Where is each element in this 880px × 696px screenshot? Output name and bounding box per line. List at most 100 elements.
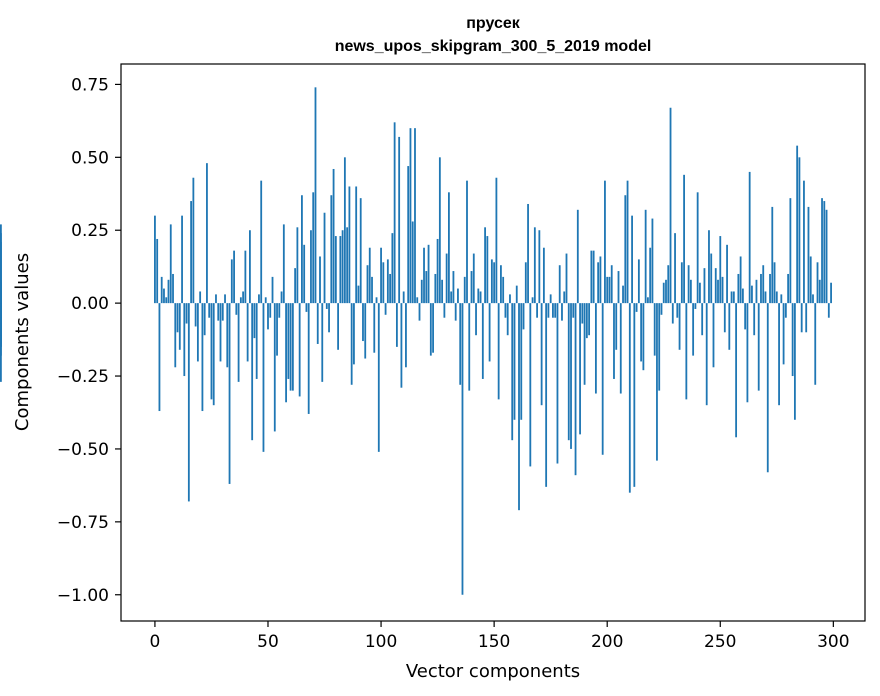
bar: [540, 303, 543, 406]
bar: [255, 303, 258, 379]
bar: [438, 157, 441, 304]
bar: [226, 303, 229, 368]
bar: [524, 262, 527, 304]
bar: [375, 297, 378, 304]
bar: [339, 236, 342, 304]
bar: [269, 303, 272, 318]
y-tick-label: −0.75: [57, 513, 109, 533]
bar: [778, 303, 780, 406]
x-tick-label: 0: [150, 632, 161, 652]
bar: [809, 256, 812, 304]
bar: [515, 285, 518, 304]
bar: [350, 303, 353, 385]
bar: [230, 259, 233, 304]
bar: [495, 177, 498, 304]
bar: [771, 206, 774, 304]
bar: [384, 303, 387, 315]
bar: [409, 128, 412, 304]
bar: [658, 303, 661, 391]
bar: [301, 195, 303, 304]
bar: [556, 303, 559, 464]
bar: [565, 253, 568, 304]
bar: [436, 238, 439, 304]
bar: [475, 303, 477, 336]
bar: [377, 303, 380, 452]
bar: [624, 195, 627, 304]
bar: [289, 303, 292, 391]
bar: [414, 128, 416, 304]
bar: [427, 244, 430, 304]
bar: [479, 291, 482, 304]
bar: [669, 107, 672, 304]
bar: [604, 180, 606, 304]
bar: [606, 276, 609, 304]
bar: [194, 303, 197, 327]
bar: [552, 303, 554, 318]
bar: [341, 230, 344, 304]
bar: [628, 303, 631, 493]
bar: [757, 303, 760, 391]
bar: [160, 276, 163, 304]
bar: [574, 303, 577, 476]
bar: [502, 276, 505, 304]
bar: [542, 247, 545, 304]
bar: [728, 303, 731, 350]
bar: [615, 303, 618, 350]
bar: [796, 145, 799, 304]
bar: [386, 259, 389, 304]
bar: [294, 268, 297, 304]
bar: [665, 279, 667, 304]
bar: [303, 244, 306, 304]
bar: [583, 303, 586, 385]
bar: [787, 273, 790, 304]
bar: [343, 157, 346, 304]
bar: [500, 265, 502, 304]
bar: [391, 233, 394, 304]
bar: [158, 303, 161, 412]
bar: [334, 236, 337, 304]
bar: [683, 174, 685, 304]
bar: [549, 294, 552, 304]
bar: [296, 227, 299, 304]
bar: [766, 303, 769, 473]
bar: [572, 303, 575, 318]
bar: [504, 303, 507, 318]
bar: [561, 303, 563, 321]
y-tick-label: 0.00: [71, 294, 109, 314]
bar: [830, 282, 832, 304]
bar: [617, 271, 620, 304]
bar: [622, 285, 624, 304]
bar: [228, 303, 231, 484]
bar: [488, 303, 491, 362]
bar: [468, 303, 471, 391]
chart-title: прусек: [466, 15, 521, 32]
x-tick-label: 50: [257, 632, 279, 652]
bar: [0, 303, 2, 312]
bar: [533, 227, 536, 304]
bar: [744, 303, 747, 330]
bar: [176, 303, 179, 333]
bar: [273, 303, 276, 432]
bar: [653, 303, 656, 356]
bar: [472, 253, 475, 304]
bar: [585, 303, 588, 339]
bar: [782, 303, 785, 365]
bar: [432, 303, 434, 353]
bar: [407, 166, 410, 304]
bar: [163, 288, 165, 304]
bar: [371, 276, 373, 304]
bar: [730, 291, 733, 304]
bar: [402, 291, 405, 304]
bar: [490, 259, 493, 304]
bar: [355, 186, 358, 304]
bar: [803, 180, 805, 304]
bar: [538, 230, 541, 304]
bar: [635, 303, 638, 312]
bar: [459, 303, 462, 385]
bar: [167, 279, 170, 304]
bar: [325, 303, 328, 309]
bar: [545, 303, 548, 487]
bar: [466, 180, 468, 304]
y-tick-label: 0.50: [71, 148, 109, 168]
bar: [452, 271, 455, 304]
